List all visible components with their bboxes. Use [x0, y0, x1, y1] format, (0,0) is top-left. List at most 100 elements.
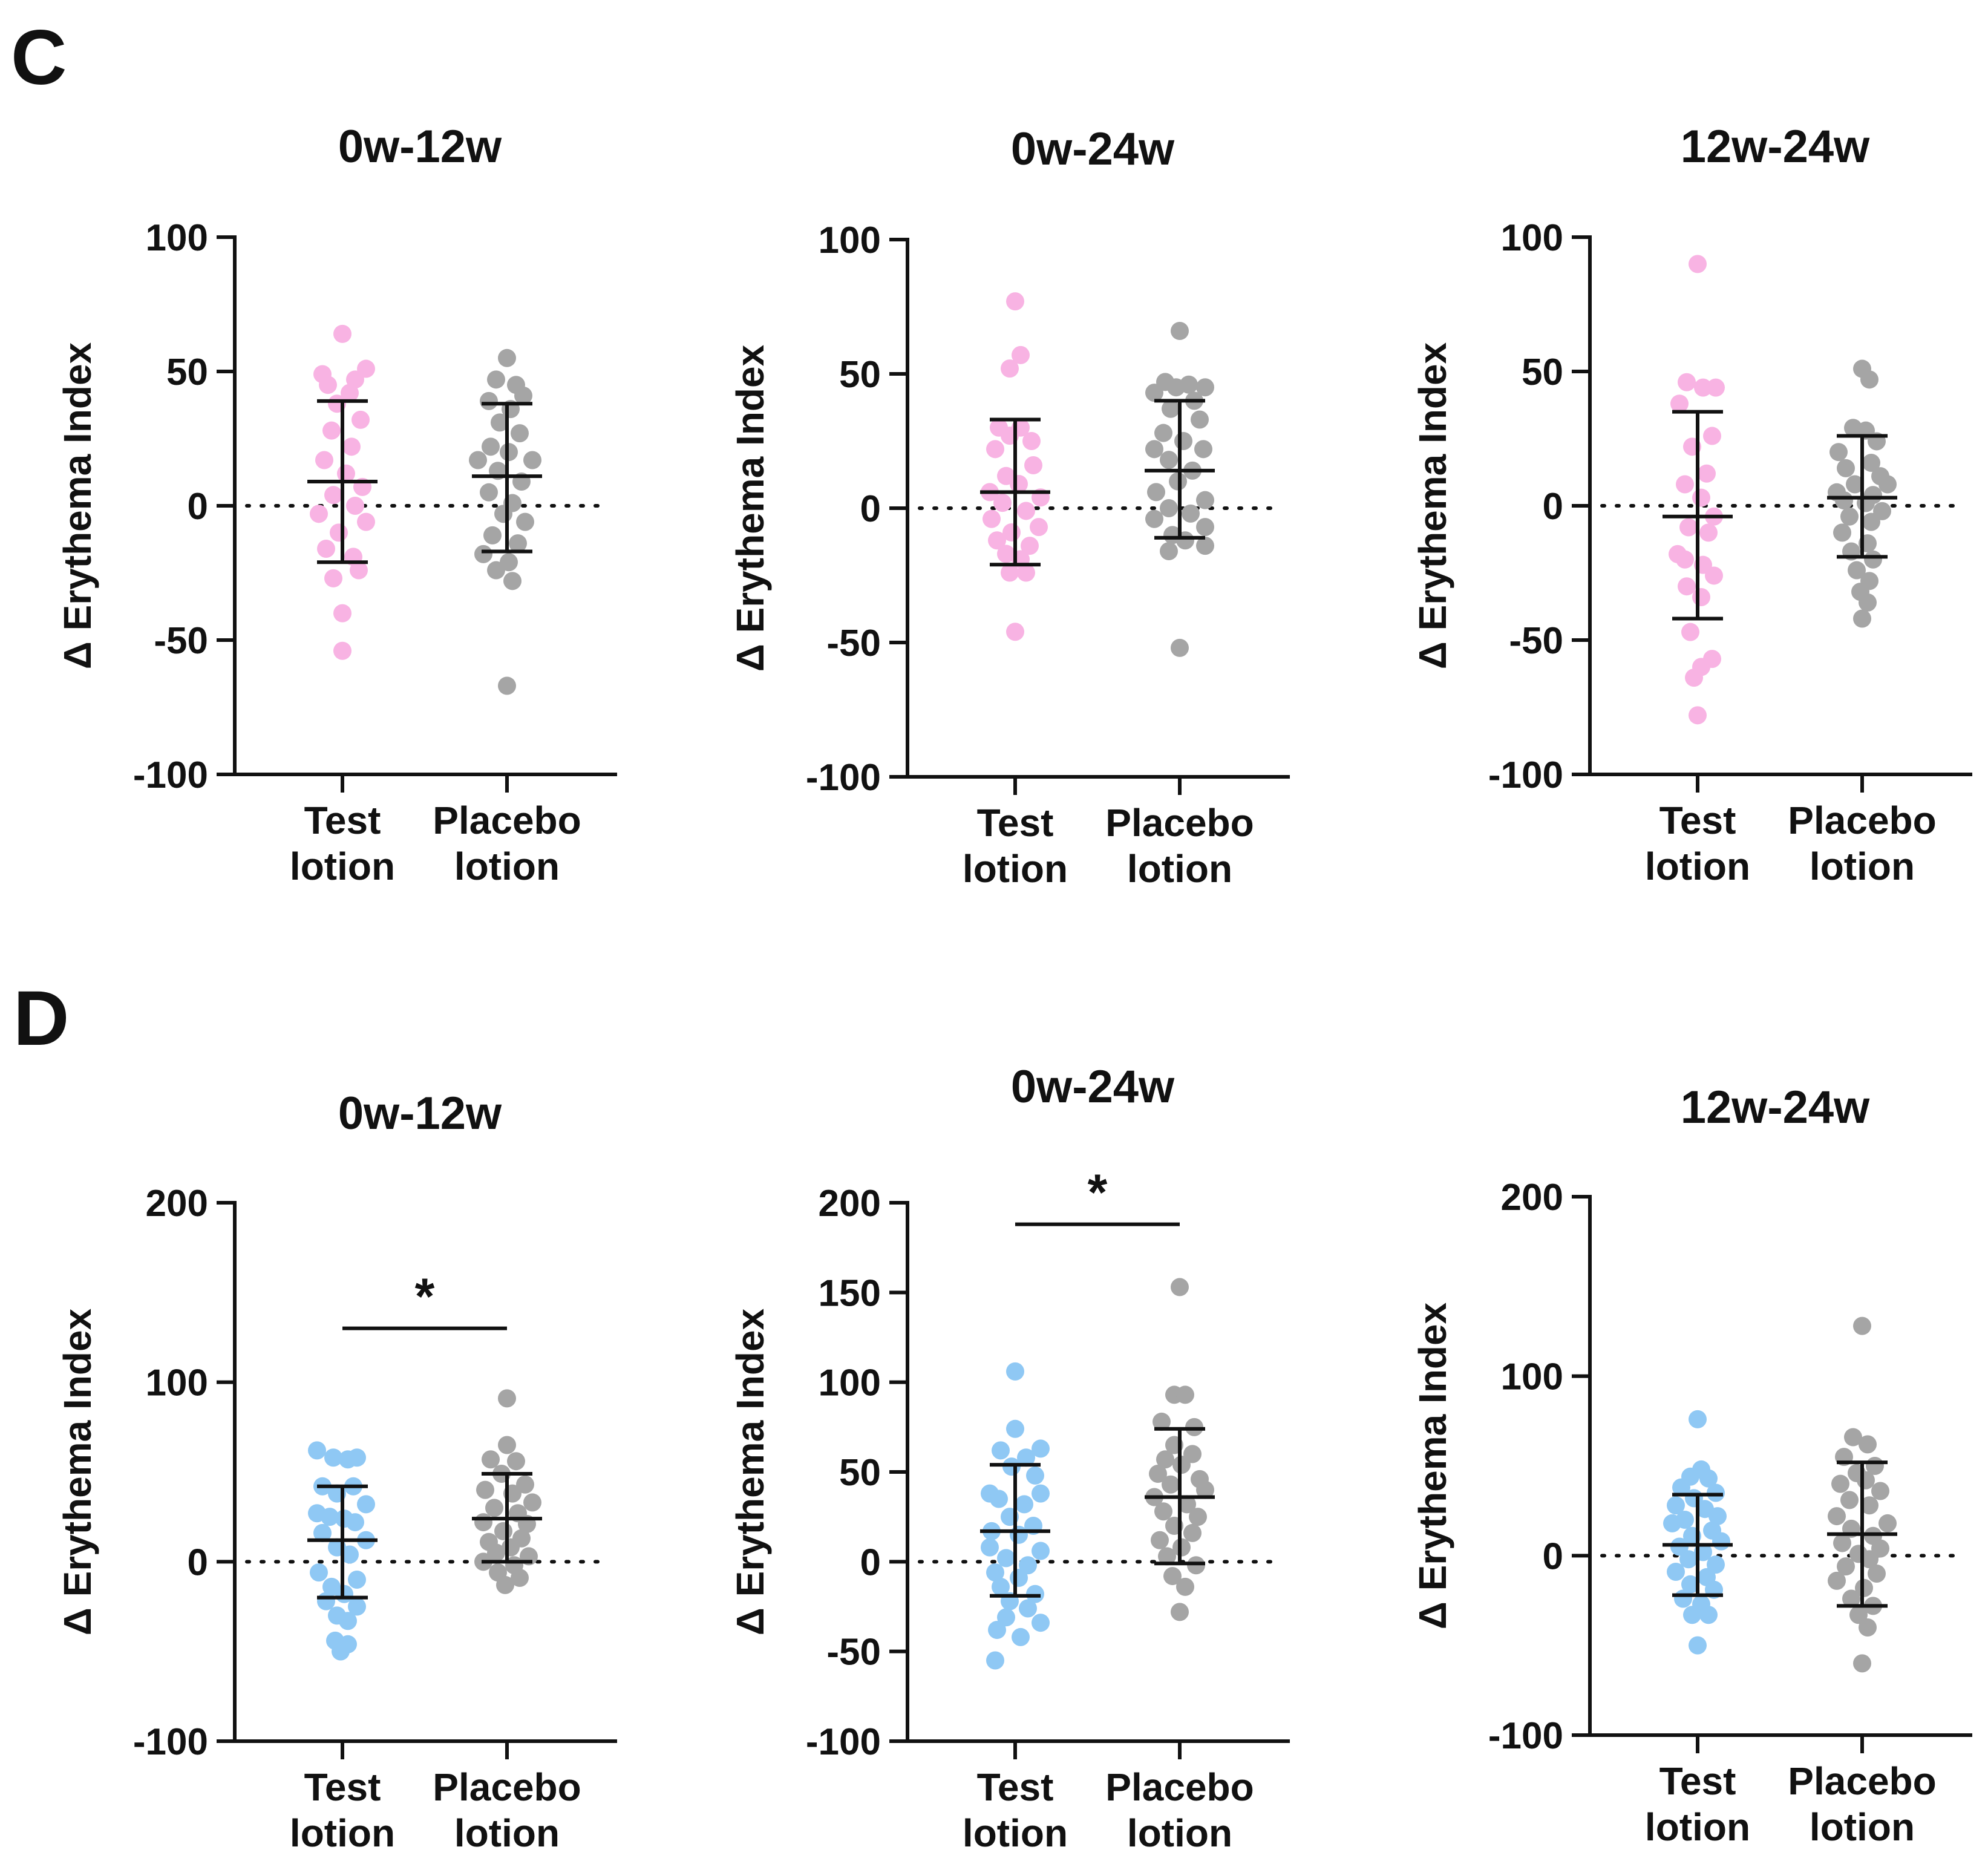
- y-tick-label: -100: [1488, 754, 1563, 796]
- chart-c-12w-24w: 12w-24w Δ Erythema Index 100 50 0 -50 -100 Test…: [1411, 121, 1972, 888]
- data-point-test: [1006, 292, 1024, 311]
- data-point-placebo: [1162, 1475, 1180, 1494]
- data-point-placebo: [1849, 1606, 1868, 1624]
- data-point-test: [1698, 464, 1716, 483]
- x-tick-label-line: lotion: [963, 1811, 1068, 1855]
- data-point-test: [1021, 537, 1039, 555]
- data-point-test: [1679, 1550, 1698, 1569]
- data-point-placebo: [523, 1493, 541, 1512]
- data-point-test: [992, 1577, 1010, 1596]
- data-point-placebo: [1840, 507, 1859, 526]
- data-point-test: [1676, 550, 1694, 569]
- y-tick-label: 50: [839, 1452, 881, 1494]
- data-point-placebo: [498, 1389, 516, 1408]
- data-point-test: [1692, 488, 1710, 507]
- data-point-test: [313, 1523, 332, 1542]
- data-point-placebo: [1191, 410, 1209, 429]
- data-point-placebo: [474, 544, 492, 563]
- data-point-placebo: [487, 1543, 505, 1562]
- data-point-test: [332, 1642, 350, 1661]
- data-point-placebo: [498, 348, 516, 367]
- data-point-test: [1032, 1542, 1050, 1560]
- y-tick-label: 100: [819, 220, 881, 261]
- data-point-placebo: [516, 1475, 534, 1494]
- data-point-placebo: [1162, 399, 1180, 418]
- x-tick-label-line: Test: [977, 801, 1054, 845]
- data-point-test: [997, 1608, 1015, 1627]
- data-point-placebo: [1871, 1482, 1889, 1500]
- x-tick-label: Test lotion: [1645, 799, 1750, 888]
- x-tick-label: Test lotion: [963, 1765, 1068, 1855]
- data-point-test: [1017, 502, 1035, 520]
- data-point-test: [342, 437, 361, 456]
- data-point-placebo: [1145, 384, 1163, 402]
- x-tick-label: Test lotion: [290, 799, 395, 888]
- data-point-test: [986, 1563, 1004, 1582]
- data-point-test: [308, 1441, 326, 1460]
- data-point-test: [1678, 577, 1696, 596]
- data-point-placebo: [1828, 1571, 1846, 1590]
- data-point-test: [1692, 587, 1710, 606]
- x-tick-label-line: lotion: [963, 847, 1068, 891]
- data-point-placebo: [476, 1480, 494, 1499]
- data-point-test: [1708, 1507, 1727, 1526]
- data-point-placebo: [1878, 1514, 1897, 1532]
- data-point-placebo: [1837, 1557, 1855, 1576]
- data-point-test: [1010, 1525, 1028, 1544]
- data-point-test: [997, 1549, 1015, 1568]
- y-tick-label: 50: [839, 354, 881, 396]
- data-point-placebo: [482, 1450, 500, 1469]
- data-point-test: [1678, 373, 1696, 391]
- data-point-test: [1667, 1563, 1685, 1581]
- data-point-placebo: [487, 561, 505, 580]
- y-tick-label: -50: [1509, 620, 1563, 662]
- y-tick-label: -100: [806, 1721, 881, 1763]
- data-point-placebo: [1860, 1550, 1878, 1569]
- data-point-test: [1032, 1439, 1050, 1458]
- data-point-test: [997, 544, 1015, 563]
- data-point-test: [1667, 1496, 1685, 1515]
- data-point-placebo: [1846, 475, 1864, 494]
- data-point-test: [1681, 623, 1699, 641]
- data-point-test: [993, 494, 1012, 512]
- data-point-test: [351, 410, 370, 429]
- data-point-placebo: [1833, 523, 1851, 542]
- data-point-placebo: [483, 526, 502, 544]
- data-point-test: [981, 1538, 999, 1557]
- data-point-test: [341, 1545, 359, 1564]
- data-point-placebo: [1160, 542, 1178, 561]
- data-point-placebo: [1859, 1618, 1877, 1637]
- data-point-test: [1001, 359, 1019, 378]
- x-tick-label: Placebo lotion: [1105, 801, 1254, 891]
- data-point-placebo: [1171, 1278, 1189, 1297]
- data-point-test: [1026, 1466, 1044, 1485]
- y-tick-label: 200: [146, 1183, 208, 1225]
- x-tick-label: Placebo lotion: [1788, 799, 1936, 888]
- data-point-placebo: [1171, 638, 1189, 657]
- data-point-test: [1689, 706, 1707, 725]
- data-point-test: [1010, 1569, 1028, 1588]
- x-tick-label-line: lotion: [290, 1811, 395, 1855]
- data-point-placebo: [485, 1499, 503, 1517]
- data-point-test: [324, 569, 342, 587]
- data-point-placebo: [1853, 609, 1871, 628]
- data-point-placebo: [1153, 1412, 1171, 1431]
- x-tick-label: Test lotion: [1645, 1759, 1750, 1849]
- y-tick-label: 200: [819, 1183, 881, 1225]
- data-point-placebo: [1167, 378, 1185, 397]
- x-tick-label-line: lotion: [454, 1811, 560, 1855]
- data-point-placebo: [494, 505, 512, 523]
- data-point-test: [346, 497, 364, 515]
- data-point-placebo: [474, 1513, 492, 1532]
- data-point-placebo: [511, 424, 529, 443]
- data-point-placebo: [1176, 1577, 1194, 1596]
- data-point-test: [1705, 566, 1723, 585]
- data-point-placebo: [1878, 475, 1897, 494]
- data-point-test: [1663, 1514, 1681, 1532]
- x-tick-label-line: Test: [977, 1765, 1054, 1809]
- data-point-placebo: [1837, 459, 1855, 477]
- y-tick-label: 0: [1543, 486, 1563, 528]
- data-point-placebo: [1156, 1450, 1174, 1469]
